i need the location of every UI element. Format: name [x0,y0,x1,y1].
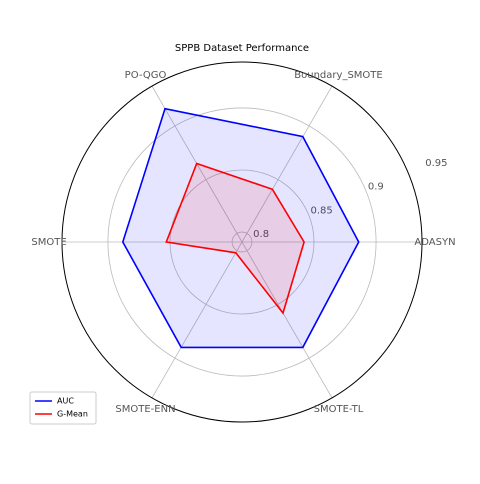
spoke [151,241,243,399]
chart-title: SPPB Dataset Performance [175,43,309,54]
r-tick-label: 0.95 [425,158,447,169]
legend-box [29,391,97,425]
r-tick-label: 0.85 [311,205,333,216]
series-line [121,107,360,349]
category-label: Boundary_SMOTE [294,70,382,81]
outer-frame [61,61,423,423]
legend-label: AUC [57,397,74,406]
spoke [241,241,333,399]
r-tick-label: 0.8 [253,229,269,240]
legend-label: G-Mean [57,410,88,419]
category-label: PO-QGO [125,70,167,81]
spoke [241,85,333,243]
category-label: SMOTE-ENN [115,404,175,415]
grid-ring [107,107,377,377]
grid-ring [231,231,253,253]
r-tick-label: 0.9 [368,182,384,193]
series-line [165,162,305,315]
category-label: SMOTE [31,237,66,248]
category-label: SMOTE-TL [314,404,364,415]
category-label: ADASYN [414,237,455,248]
